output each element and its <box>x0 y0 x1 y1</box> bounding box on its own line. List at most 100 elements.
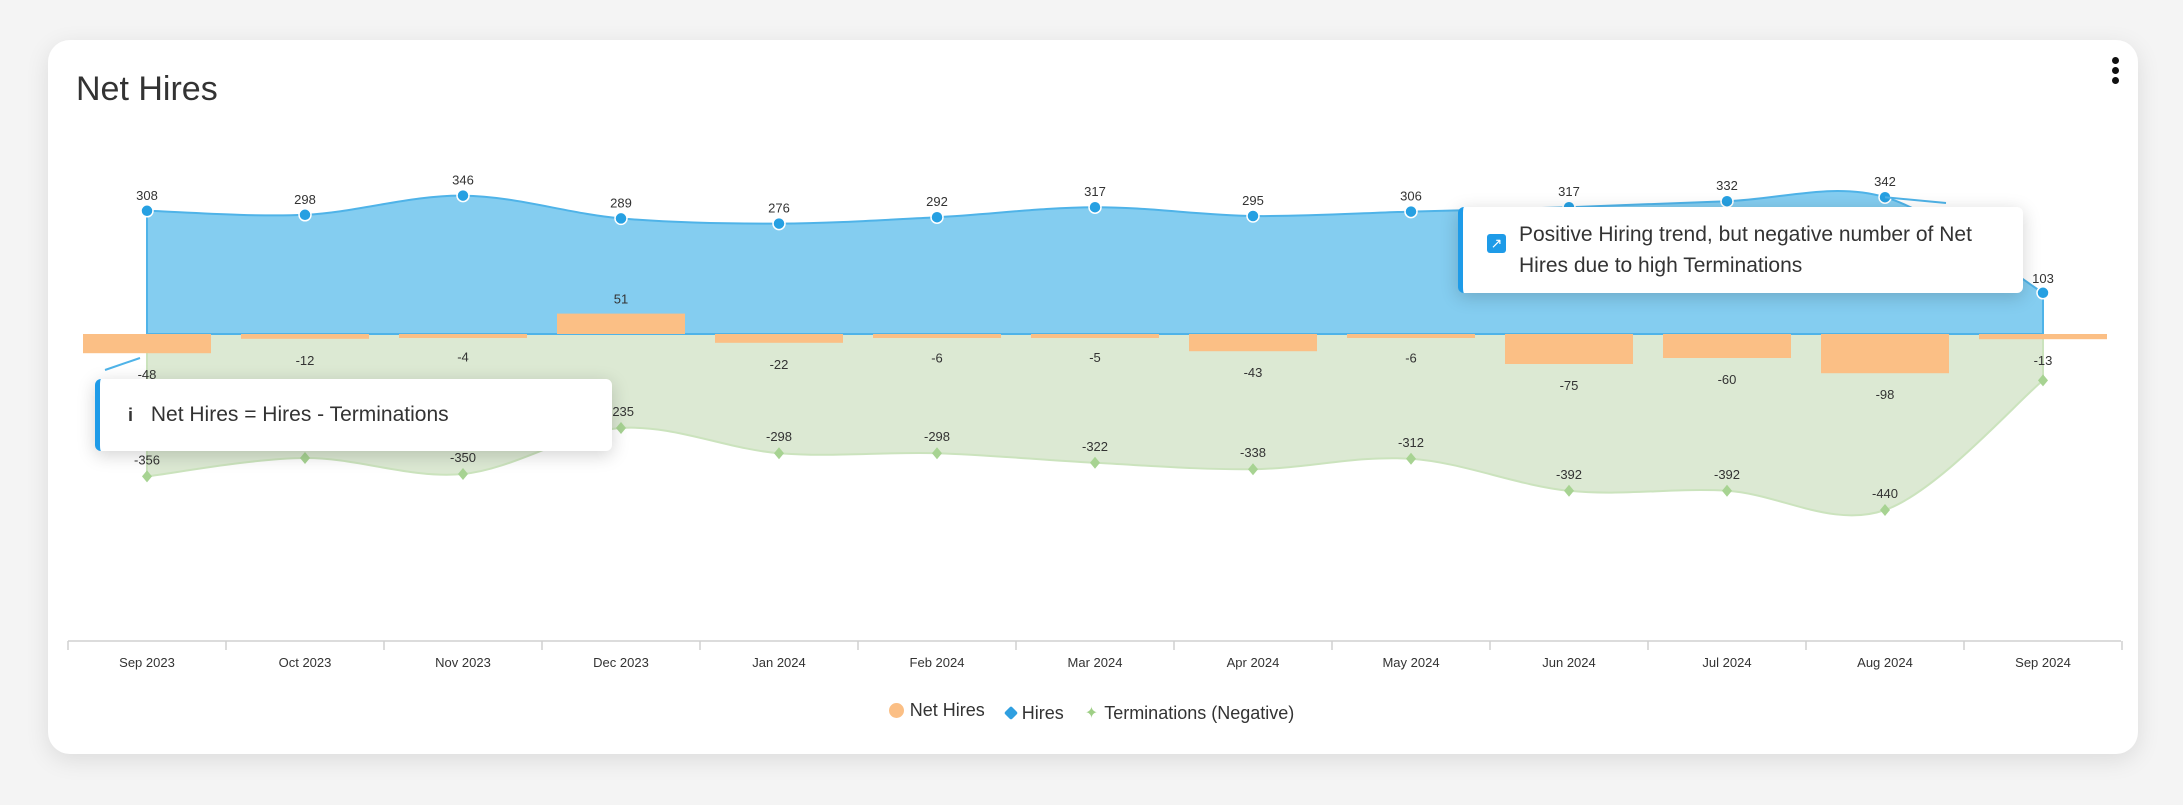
net-hires-bar[interactable] <box>715 334 843 343</box>
hires-point[interactable] <box>2036 286 2050 300</box>
terminations-point[interactable] <box>1722 484 1732 497</box>
hires-value-label: 276 <box>768 201 790 216</box>
net-hires-value-label: -6 <box>1405 350 1417 365</box>
hires-point[interactable] <box>1720 194 1734 208</box>
trend-connector-line <box>1884 196 1947 204</box>
hires-value-label: 317 <box>1558 184 1580 199</box>
hires-point[interactable] <box>298 208 312 222</box>
hires-point[interactable] <box>140 204 154 218</box>
terminations-value-label: -356 <box>134 452 160 467</box>
terminations-value-label: -338 <box>1240 445 1266 460</box>
net-hires-value-label: -48 <box>138 367 157 382</box>
terminations-point[interactable] <box>1090 456 1100 469</box>
more-options-icon[interactable] <box>2106 54 2124 90</box>
hires-value-label: 317 <box>1084 184 1106 199</box>
terminations-value-label: -298 <box>924 429 950 444</box>
terminations-point[interactable] <box>458 468 468 480</box>
terminations-value-label: -350 <box>450 450 476 465</box>
x-axis-tick-label: Jul 2024 <box>1702 655 1751 670</box>
terminations-point[interactable] <box>932 447 942 460</box>
legend-item-net-hires[interactable]: Net Hires <box>888 700 985 721</box>
terminations-point[interactable] <box>300 452 310 464</box>
net-hires-bar[interactable] <box>1821 334 1949 374</box>
hires-point[interactable] <box>930 210 944 224</box>
net-hires-bar[interactable] <box>1347 334 1475 338</box>
formula-callout: i Net Hires = Hires - Terminations <box>95 379 612 451</box>
x-axis-tick-label: Aug 2024 <box>1857 655 1913 670</box>
net-hires-bar[interactable] <box>83 334 211 354</box>
hires-point[interactable] <box>772 216 786 231</box>
net-hires-bar[interactable] <box>873 334 1001 338</box>
x-axis-tick-label: Mar 2024 <box>1068 655 1123 670</box>
legend-item-terminations[interactable]: ✦ Terminations (Negative) <box>1085 703 1294 724</box>
terminations-value-label: -322 <box>1082 439 1108 454</box>
net-hires-bar[interactable] <box>1663 334 1791 358</box>
x-axis-tick-label: Nov 2023 <box>435 655 491 670</box>
x-axis-tick-label: Apr 2024 <box>1227 655 1280 670</box>
terminations-point[interactable] <box>2038 374 2048 387</box>
hires-diamond-icon <box>1003 705 1018 721</box>
terminations-point[interactable] <box>1880 504 1890 516</box>
net-hires-bar[interactable] <box>1979 334 2107 340</box>
net-hires-bar[interactable] <box>1189 334 1317 352</box>
trend-callout: ↗ Positive Hiring trend, but negative nu… <box>1458 207 2023 293</box>
legend-label-hires: Hires <box>1021 702 1064 723</box>
hires-value-label: 332 <box>1716 178 1738 193</box>
net-hires-value-label: -6 <box>931 350 943 365</box>
hires-value-label: 295 <box>1242 193 1264 208</box>
net-hires-value-label: -12 <box>296 353 315 368</box>
terminations-point[interactable] <box>774 447 784 460</box>
net-hires-bar[interactable] <box>241 334 369 339</box>
terminations-point[interactable] <box>1406 452 1416 465</box>
net-hires-bar[interactable] <box>1031 334 1159 338</box>
x-axis-tick-label: Jan 2024 <box>752 655 806 670</box>
info-icon: i <box>128 405 134 425</box>
hires-point[interactable] <box>456 188 470 203</box>
terminations-value-label: -235 <box>608 404 634 419</box>
x-axis-tick-label: Feb 2024 <box>910 655 965 670</box>
hires-value-label: 103 <box>2032 271 2054 286</box>
hires-value-label: 306 <box>1400 189 1422 204</box>
hires-value-label: 289 <box>610 195 632 210</box>
hires-value-label: 346 <box>452 173 474 188</box>
terminations-point[interactable] <box>1248 463 1258 476</box>
x-axis-tick-label: Oct 2023 <box>279 655 332 670</box>
x-axis-tick-label: Jun 2024 <box>1542 655 1596 670</box>
hires-point[interactable] <box>1404 204 1418 219</box>
hires-value-label: 342 <box>1874 174 1896 189</box>
terminations-value-label: -392 <box>1556 467 1582 482</box>
trend-arrow-icon: ↗ <box>1487 234 1506 253</box>
terminations-value-label: -298 <box>766 429 792 444</box>
hires-value-label: 308 <box>136 188 158 203</box>
terminations-value-label: -312 <box>1398 435 1424 450</box>
hires-value-label: 292 <box>926 194 948 209</box>
legend-item-hires[interactable]: Hires <box>1003 702 1064 724</box>
trend-callout-text: Positive Hiring trend, but negative numb… <box>1519 223 1972 277</box>
net-hires-value-label: -43 <box>1244 365 1263 380</box>
net-hires-dot-icon <box>888 703 904 718</box>
chart-title: Net Hires <box>76 70 218 108</box>
net-hires-bar[interactable] <box>557 313 685 334</box>
net-hires-value-label: -60 <box>1718 372 1737 387</box>
net-hires-value-label: -98 <box>1876 387 1895 402</box>
legend-label-terminations: Terminations (Negative) <box>1104 702 1295 723</box>
x-axis-tick-label: Sep 2024 <box>2015 655 2071 670</box>
terminations-point[interactable] <box>1564 484 1574 497</box>
net-hires-bar[interactable] <box>399 334 527 338</box>
net-hires-value-label: -4 <box>457 350 469 365</box>
x-axis-tick-label: Sep 2023 <box>119 655 175 670</box>
hires-point[interactable] <box>1246 209 1260 223</box>
net-hires-value-label: -13 <box>2034 353 2053 368</box>
hires-point[interactable] <box>614 211 628 226</box>
formula-callout-text: Net Hires = Hires - Terminations <box>150 403 449 426</box>
net-hires-bar[interactable] <box>1505 334 1633 364</box>
legend-label-net-hires: Net Hires <box>909 700 985 720</box>
hires-point[interactable] <box>1088 200 1102 214</box>
terminations-point[interactable] <box>142 470 152 483</box>
net-hires-value-label: -75 <box>1560 378 1579 393</box>
hires-value-label: 298 <box>294 192 316 207</box>
net-hires-value-label: -22 <box>770 357 789 372</box>
terminations-point[interactable] <box>616 422 626 434</box>
x-axis-tick-label: May 2024 <box>1382 655 1439 670</box>
formula-connector-line <box>104 357 141 371</box>
